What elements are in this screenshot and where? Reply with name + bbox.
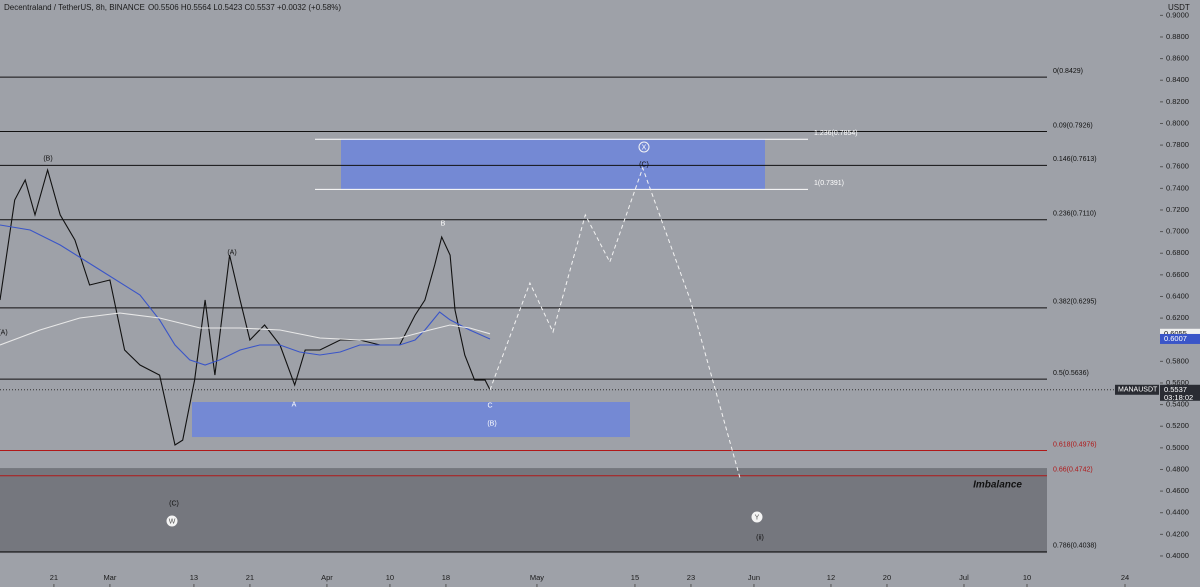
price-line bbox=[0, 312, 491, 346]
wave-label: W bbox=[169, 518, 176, 525]
price-line bbox=[489, 166, 741, 479]
fib-label: 1(0.7391) bbox=[814, 180, 844, 187]
zone-label: Imbalance bbox=[973, 480, 1022, 491]
wave-label: B bbox=[441, 220, 446, 227]
y-tick-label: 0.6400 bbox=[1166, 291, 1189, 300]
zone bbox=[341, 139, 765, 190]
wave-circle bbox=[638, 141, 650, 153]
price-tag bbox=[1160, 328, 1200, 339]
price-tag bbox=[1160, 333, 1200, 344]
fib-label: 0.236(0.7110) bbox=[1053, 211, 1096, 218]
y-tick-label: 0.4200 bbox=[1166, 529, 1189, 538]
fib-label: 0.66(0.4742) bbox=[1053, 467, 1093, 474]
x-tick-label: 21 bbox=[50, 573, 58, 582]
price-tag-value: 0.6055 bbox=[1164, 329, 1187, 338]
y-tick-label: 0.6600 bbox=[1166, 270, 1189, 279]
x-tick-label: May bbox=[530, 573, 544, 582]
fib-label: 0(0.8429) bbox=[1053, 68, 1083, 75]
x-tick-label: 12 bbox=[827, 573, 835, 582]
x-tick-label: 13 bbox=[190, 573, 198, 582]
y-tick-label: 0.9000 bbox=[1166, 10, 1189, 19]
fib-label: 0.786(0.4038) bbox=[1053, 543, 1097, 550]
wave-label: (A) bbox=[227, 249, 236, 256]
x-tick-label: 23 bbox=[687, 573, 695, 582]
y-tick-label: 0.7800 bbox=[1166, 140, 1189, 149]
x-tick-label: 20 bbox=[883, 573, 891, 582]
wave-label: (B) bbox=[43, 155, 52, 162]
symbol-label: MANAUSDT bbox=[1118, 387, 1158, 394]
x-tick-label: 15 bbox=[631, 573, 639, 582]
wave-label: (C) bbox=[639, 161, 649, 168]
fib-label: 0.146(0.7613) bbox=[1053, 156, 1097, 163]
ohlc: O0.5506 H0.5564 L0.5423 C0.5537 +0.0032 … bbox=[148, 3, 341, 12]
zone bbox=[0, 468, 1047, 554]
x-tick-label: 24 bbox=[1121, 573, 1129, 582]
wave-label: (A) bbox=[0, 329, 8, 336]
y-tick-label: 0.7000 bbox=[1166, 227, 1189, 236]
y-tick-label: 0.5800 bbox=[1166, 356, 1189, 365]
y-tick-label: 0.8800 bbox=[1166, 32, 1189, 41]
y-tick-label: 0.8200 bbox=[1166, 97, 1189, 106]
y-tick-label: 0.4000 bbox=[1166, 551, 1189, 560]
fib-label: 1.236(0.7854) bbox=[814, 130, 858, 137]
axis-unit: USDT bbox=[1168, 3, 1190, 12]
wave-label: A bbox=[292, 401, 297, 408]
y-tick-label: 0.8600 bbox=[1166, 54, 1189, 63]
x-tick-label: Apr bbox=[321, 573, 333, 582]
x-tick-label: Mar bbox=[103, 573, 116, 582]
chart-title: Decentraland / TetherUS, 8h, BINANCE bbox=[4, 3, 145, 12]
x-tick-label: Jun bbox=[748, 573, 760, 582]
price-tag-value: 0.6007 bbox=[1164, 334, 1187, 343]
x-tick-label: 10 bbox=[1023, 573, 1031, 582]
fib-label: 0.382(0.6295) bbox=[1053, 299, 1097, 306]
y-tick-label: 0.7600 bbox=[1166, 162, 1189, 171]
y-tick-label: 0.5600 bbox=[1166, 378, 1189, 387]
wave-label: Y bbox=[755, 514, 760, 521]
price-line bbox=[0, 224, 491, 366]
y-tick-label: 0.5000 bbox=[1166, 443, 1189, 452]
y-tick-label: 0.7400 bbox=[1166, 183, 1189, 192]
fib-label: 0.5(0.5636) bbox=[1053, 370, 1089, 377]
symbol-tag bbox=[1115, 384, 1159, 395]
price-tag bbox=[1160, 384, 1200, 401]
x-tick-label: 21 bbox=[246, 573, 254, 582]
y-tick-label: 0.4600 bbox=[1166, 486, 1189, 495]
y-tick-label: 0.4400 bbox=[1166, 508, 1189, 517]
x-tick-label: Jul bbox=[959, 573, 969, 582]
price-line bbox=[0, 167, 491, 446]
y-tick-label: 0.8400 bbox=[1166, 75, 1189, 84]
y-tick-label: 0.8000 bbox=[1166, 118, 1189, 127]
wave-circle bbox=[751, 511, 763, 523]
x-tick-label: 10 bbox=[386, 573, 394, 582]
y-tick-label: 0.6800 bbox=[1166, 248, 1189, 257]
x-tick-label: 18 bbox=[442, 573, 450, 582]
wave-label: C bbox=[487, 402, 492, 409]
countdown: 03:18:02 bbox=[1164, 393, 1193, 402]
y-tick-label: 0.6200 bbox=[1166, 313, 1189, 322]
y-tick-label: 0.5200 bbox=[1166, 421, 1189, 430]
y-tick-label: 0.5400 bbox=[1166, 400, 1189, 409]
zone bbox=[192, 402, 630, 438]
y-tick-label: 0.7200 bbox=[1166, 205, 1189, 214]
wave-label: X bbox=[642, 144, 647, 151]
wave-circle bbox=[166, 515, 178, 527]
y-tick-label: 0.4800 bbox=[1166, 464, 1189, 473]
wave-label: (C) bbox=[169, 500, 179, 507]
price-tag-value: 0.5537 bbox=[1164, 385, 1187, 394]
wave-label: (B) bbox=[487, 420, 496, 427]
wave-label: (ii) bbox=[756, 534, 764, 541]
fib-label: 0.09(0.7926) bbox=[1053, 122, 1093, 129]
fib-label: 0.618(0.4976) bbox=[1053, 441, 1097, 448]
